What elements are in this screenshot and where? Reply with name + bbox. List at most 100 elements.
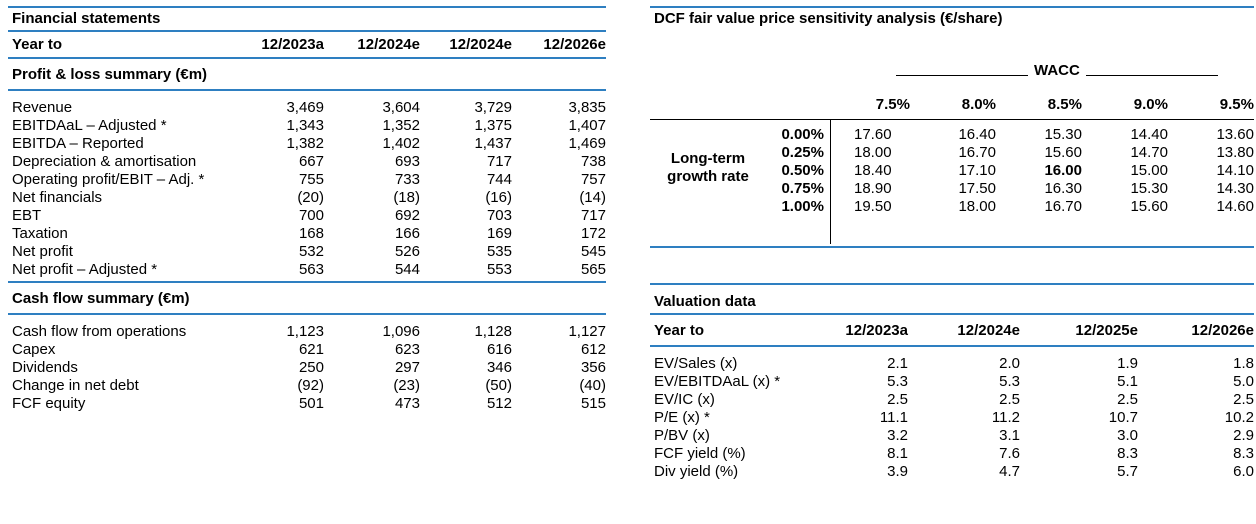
row-value: 2.0 [999, 355, 1020, 372]
spacer-cell [8, 314, 238, 323]
row-value: 553 [486, 261, 512, 278]
row-value: 3,604 [382, 99, 420, 116]
pl-section-blank [512, 58, 606, 91]
valuation-year-header: 12/2023a [822, 313, 908, 347]
growth-rate-value: 0.25% [781, 143, 824, 161]
row-label: FCF equity [12, 395, 86, 412]
row-label: Capex [12, 341, 56, 358]
financial-statements-title: Financial statements [12, 10, 161, 27]
row-value: 738 [580, 153, 606, 170]
sensitivity-value: 16.00 [1044, 161, 1082, 179]
spacer-cell [324, 314, 420, 323]
sensitivity-value: 17.60 [854, 125, 892, 143]
pl-row: Depreciation & amortisation 667 693 717 738 [8, 153, 606, 171]
valuation-row: Div yield (%) 3.9 4.7 5.7 6.0 [650, 463, 1254, 481]
dcf-sensitivity-table: 7.5% 8.0% 8.5% 9.0% 9.5% 0.00% 17.60 16.40 15.30… [650, 91, 1254, 216]
row-value: 166 [394, 225, 420, 242]
sensitivity-value: 16.70 [958, 143, 996, 161]
cf-row: Dividends 250 297 346 356 [8, 359, 606, 377]
row-value: 717 [580, 207, 606, 224]
row-value: 5.3 [887, 373, 908, 390]
dcf-sensitivity-panel: DCF fair value price sensitivity analysi… [650, 6, 1254, 248]
valuation-year-to-label: Year to [650, 313, 822, 347]
row-value: 297 [394, 359, 420, 376]
sensitivity-value: 17.50 [958, 179, 996, 197]
row-value: 168 [298, 225, 324, 242]
growth-rate-cell: 1.00% [650, 198, 830, 216]
row-value: 3,729 [474, 99, 512, 116]
sensitivity-value: 15.30 [1130, 179, 1168, 197]
row-value: 1,375 [474, 117, 512, 134]
row-value: 1,437 [474, 135, 512, 152]
row-value: 616 [486, 341, 512, 358]
sensitivity-value: 15.60 [1044, 143, 1082, 161]
spacer-cell [822, 346, 908, 355]
sensitivity-value: 16.70 [1044, 197, 1082, 215]
valuation-row: FCF yield (%) 8.1 7.6 8.3 8.3 [650, 445, 1254, 463]
sensitivity-value: 17.10 [958, 161, 996, 179]
row-value: 3.9 [887, 463, 908, 480]
pl-section-header: Profit & loss summary (€m) [8, 58, 606, 91]
year-header: 12/2024e [324, 30, 420, 59]
cf-section-blank [324, 281, 420, 315]
row-label: FCF yield (%) [654, 445, 746, 462]
sensitivity-value: 15.60 [1130, 197, 1168, 215]
row-value: 565 [580, 261, 606, 278]
spacer-cell [238, 314, 324, 323]
row-value: 3.1 [999, 427, 1020, 444]
spacer-cell [1138, 346, 1254, 355]
row-value: 2.1 [887, 355, 908, 372]
sensitivity-value: 15.00 [1130, 161, 1168, 179]
row-value: 693 [394, 153, 420, 170]
row-value: 623 [394, 341, 420, 358]
row-value: 692 [394, 207, 420, 224]
row-value: 7.6 [999, 445, 1020, 462]
row-value: 1,382 [286, 135, 324, 152]
row-value: 526 [394, 243, 420, 260]
valuation-year-header: 12/2026e [1138, 313, 1254, 347]
row-value: 1,123 [286, 323, 324, 340]
row-value: 755 [298, 171, 324, 188]
sensitivity-value: 14.70 [1130, 143, 1168, 161]
row-label: Change in net debt [12, 377, 139, 394]
sensitivity-bottom-rule [650, 246, 1254, 248]
row-label: Cash flow from operations [12, 323, 187, 340]
row-value: (23) [393, 377, 420, 394]
growth-rate-cell: 0.75% [650, 180, 830, 198]
sensitivity-row: 0.50% 18.40 17.10 16.00 15.00 14.10 [650, 162, 1254, 180]
sensitivity-row: 0.00% 17.60 16.40 15.30 14.40 13.60 [650, 126, 1254, 144]
sensitivity-value: 16.30 [1044, 179, 1082, 197]
row-value: 1,407 [568, 117, 606, 134]
valuation-row: P/E (x) * 11.1 11.2 10.7 10.2 [650, 409, 1254, 427]
row-value: 621 [298, 341, 324, 358]
row-label: Div yield (%) [654, 463, 739, 480]
sensitivity-value: 14.60 [1216, 197, 1254, 215]
row-label: Operating profit/EBIT – Adj. * [12, 171, 205, 188]
valuation-data-title: Valuation data [654, 293, 756, 310]
growth-rate-axis-label: Long-term growth rate [650, 150, 766, 186]
cf-row: Change in net debt (92) (23) (50) (40) [8, 377, 606, 395]
row-value: 535 [486, 243, 512, 260]
valuation-year-header-row: Year to 12/2023a 12/2024e 12/2025e 12/2026e [650, 313, 1254, 347]
row-value: 512 [486, 395, 512, 412]
row-value: 4.7 [999, 463, 1020, 480]
row-value: 501 [298, 395, 324, 412]
growth-label-line1: Long-term [670, 149, 746, 167]
row-value: (16) [485, 189, 512, 206]
growth-rate-value: 1.00% [781, 197, 824, 215]
row-value: 2.5 [999, 391, 1020, 408]
row-value: 10.7 [1108, 409, 1138, 426]
row-label: EBITDA – Reported [12, 135, 144, 152]
cf-section-title: Cash flow summary (€m) [8, 281, 238, 315]
row-value: 744 [486, 171, 512, 188]
sensitivity-value: 19.50 [854, 197, 892, 215]
growth-rate-cell: 0.50% [650, 162, 830, 180]
sensitivity-value: 13.60 [1216, 125, 1254, 143]
pl-row: Net profit 532 526 535 545 [8, 243, 606, 261]
valuation-data-table: Year to 12/2023a 12/2024e 12/2025e 12/2026e E… [650, 313, 1254, 481]
year-header: 12/2023a [238, 30, 324, 59]
valuation-row: EV/Sales (x) 2.1 2.0 1.9 1.8 [650, 355, 1254, 373]
pl-section-blank [238, 58, 324, 91]
row-value: 5.7 [1117, 463, 1138, 480]
spacer-cell [8, 90, 238, 99]
